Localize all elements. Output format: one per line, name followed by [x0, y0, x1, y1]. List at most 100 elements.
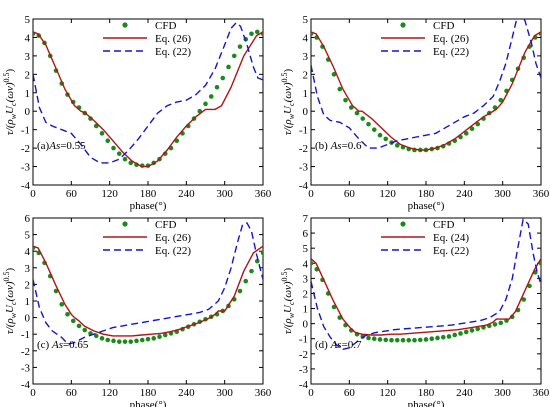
- y-tick-label: 1: [303, 88, 309, 100]
- y-tick-label: 0: [25, 313, 31, 325]
- y-axis-label-part: U: [282, 105, 294, 114]
- cfd-point: [162, 332, 168, 338]
- cfd-point: [157, 334, 162, 339]
- cfd-point: [214, 84, 220, 90]
- y-tick-label: 6: [25, 213, 31, 225]
- cfd-point: [331, 72, 337, 77]
- legend-entry: Eq. (24): [433, 232, 469, 244]
- cfd-point: [498, 320, 504, 326]
- y-tick-label: 1: [25, 88, 31, 100]
- eq-solid-line: [33, 245, 263, 337]
- x-axis-label: phase(°): [130, 200, 167, 212]
- panel-annotation-prefix: (c): [37, 339, 52, 351]
- cfd-point: [366, 121, 371, 127]
- cfd-point: [59, 302, 65, 307]
- y-tick-label: 4: [303, 258, 309, 270]
- x-tick-label: 60: [344, 387, 356, 399]
- cfd-point: [463, 329, 469, 335]
- series-layer: [33, 222, 263, 345]
- series-layer: [311, 218, 541, 351]
- chart-panel-2: 0 60 120 180 240 300 360 -4 -3 -2 -1 0 1 2 3 4 5 phase(°)…: [280, 14, 550, 212]
- y-axis-label-part: c: [287, 102, 296, 106]
- cfd-point: [65, 311, 70, 317]
- x-tick-label: 360: [255, 188, 272, 200]
- y-tick-label: 4: [25, 246, 31, 258]
- y-tick-label: -4: [21, 180, 31, 192]
- eq-solid-line: [33, 31, 263, 168]
- legend-cfd-marker: [400, 221, 406, 227]
- cfd-point: [394, 337, 400, 343]
- cfd-point: [260, 250, 263, 256]
- plot-frame: [32, 217, 264, 385]
- cfd-point: [226, 64, 231, 70]
- x-tick-label: 240: [178, 387, 195, 399]
- eq-dashed-line: [33, 21, 263, 164]
- legend-cfd-marker: [122, 22, 128, 28]
- cfd-point: [371, 127, 377, 132]
- legend-entry: CFD: [433, 219, 454, 231]
- y-axis-label-part: τ/(ρ: [4, 119, 16, 135]
- x-tick-label: 0: [308, 387, 314, 399]
- cfd-point: [82, 327, 88, 333]
- y-axis-label-part: (ωv): [4, 281, 16, 301]
- y-axis-label-part: (ωv): [282, 281, 294, 301]
- y-tick-label: 6: [303, 228, 309, 240]
- x-tick-label: 120: [101, 188, 118, 200]
- cfd-point: [452, 332, 458, 338]
- y-tick-label: 1: [303, 304, 309, 316]
- y-tick-label: 0: [25, 106, 31, 118]
- cfd-point: [475, 326, 481, 332]
- y-axis-label-part: τ/(ρ: [282, 119, 294, 135]
- x-tick-label: 60: [66, 188, 78, 200]
- y-tick-label: 3: [303, 273, 309, 285]
- cfd-point: [116, 151, 122, 156]
- cfd-point: [463, 131, 469, 136]
- y-tick-label: -4: [299, 379, 309, 391]
- cfd-point: [383, 136, 389, 142]
- cfd-point: [243, 278, 249, 284]
- y-tick-label: -2: [21, 143, 30, 155]
- cfd-point: [469, 126, 475, 132]
- x-tick-label: 120: [101, 387, 118, 399]
- panel-annotation-var: As: [330, 140, 342, 152]
- y-tick-label: -2: [21, 346, 30, 358]
- eq-solid-line: [311, 31, 541, 151]
- panel-annotation: (c) As=0.65: [37, 339, 89, 351]
- x-tick-label: 0: [30, 387, 36, 399]
- y-axis-label-part: ): [282, 267, 294, 271]
- y-axis-label-part: w: [287, 312, 296, 318]
- chart-panel-3: 0 60 120 180 240 300 360 -4 -3 -2 -1 0 1 2 3 4 5 6 phase(°…: [2, 213, 272, 407]
- cfd-point: [435, 335, 440, 341]
- y-axis-label-part: c: [287, 301, 296, 305]
- series-layer: [33, 21, 263, 168]
- cfd-point: [139, 337, 145, 343]
- cfd-point: [203, 101, 208, 107]
- x-tick-label: 120: [379, 387, 396, 399]
- y-axis-label-part: w: [287, 113, 296, 119]
- x-axis-label: phase(°): [130, 399, 167, 407]
- legend-entry: Eq. (22): [155, 245, 191, 257]
- y-axis-label-part: ): [4, 267, 16, 271]
- chart-panel-1: 0 60 120 180 240 300 360 -4 -3 -2 -1 0 1 2 3 4 5 phase(°)…: [2, 14, 272, 212]
- cfd-point: [446, 334, 452, 339]
- legend-cfd-marker: [122, 221, 128, 227]
- y-axis-label-part: c: [9, 301, 18, 305]
- panel-annotation-prefix: (d): [315, 339, 331, 351]
- cfd-point: [237, 288, 243, 294]
- y-axis-label-part: c: [9, 102, 18, 106]
- y-tick-label: 5: [303, 243, 309, 255]
- y-axis-label-part: ): [4, 68, 16, 72]
- y-axis-label-part: w: [9, 312, 18, 318]
- cfd-point: [231, 53, 237, 59]
- y-axis-label-part: (ωv): [282, 82, 294, 102]
- cfd-point: [93, 333, 99, 339]
- y-axis-label-part: τ/(ρ: [282, 318, 294, 334]
- y-tick-label: -2: [299, 143, 308, 155]
- cfd-point: [151, 336, 157, 341]
- cfd-point: [111, 145, 116, 151]
- y-tick-label: 3: [25, 51, 31, 63]
- y-tick-label: -3: [21, 362, 31, 374]
